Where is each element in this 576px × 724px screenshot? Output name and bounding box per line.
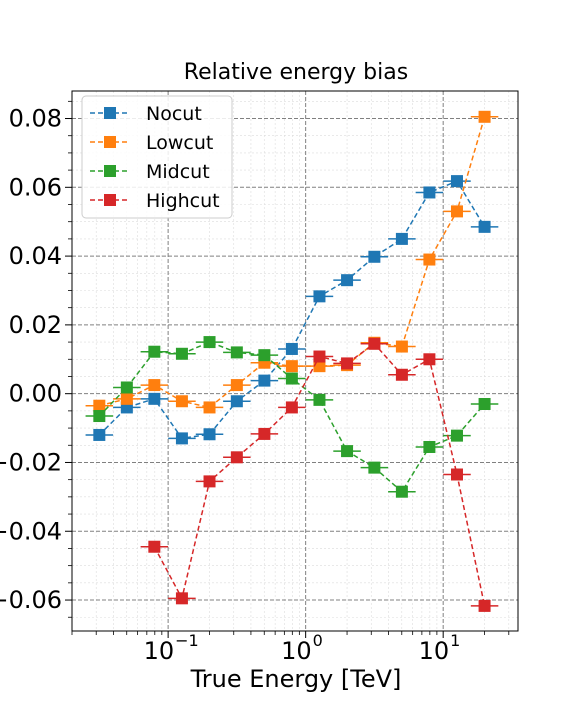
- data-point: [395, 485, 408, 498]
- data-point: [148, 540, 161, 553]
- series-highcut: [140, 337, 499, 612]
- x-axis-label: True Energy [TeV]: [190, 665, 402, 693]
- data-point: [478, 599, 491, 612]
- data-point: [423, 440, 436, 453]
- data-point: [203, 428, 216, 441]
- data-point: [175, 592, 188, 605]
- legend-box: [81, 95, 233, 219]
- data-point: [395, 232, 408, 245]
- data-point: [368, 337, 381, 350]
- plot-frame: [71, 90, 519, 632]
- data-point: [230, 379, 243, 392]
- data-point: [93, 399, 106, 412]
- series-midcut: [85, 336, 499, 498]
- data-point: [423, 253, 436, 266]
- data-point: [478, 397, 491, 410]
- data-point: [203, 336, 216, 349]
- data-point: [203, 401, 216, 414]
- x-tick-label-exponent: 1: [450, 631, 460, 650]
- data-point: [230, 395, 243, 408]
- data-point: [148, 345, 161, 358]
- data-point: [120, 392, 133, 405]
- data-point: [258, 349, 271, 362]
- data-point: [175, 395, 188, 408]
- data-point: [148, 379, 161, 392]
- data-point: [175, 432, 188, 445]
- y-tick-label: 0.06: [9, 173, 62, 201]
- legend-marker: [104, 107, 116, 119]
- series-line-nocut: [98, 180, 486, 440]
- x-tick-label-exponent: 0: [313, 631, 323, 650]
- data-point: [423, 353, 436, 366]
- data-point: [285, 360, 298, 373]
- legend-marker: [104, 165, 116, 177]
- data-point: [423, 186, 436, 199]
- data-point: [450, 468, 463, 481]
- data-point: [368, 461, 381, 474]
- y-tick-label: 0.00: [9, 380, 62, 408]
- legend: Nocut Lowcut Midcut Highcut: [81, 95, 233, 219]
- data-point: [120, 381, 133, 394]
- y-tick-label: −0.02: [0, 448, 62, 476]
- x-tick-label-base: 10: [144, 637, 175, 665]
- x-tick-label-base: 10: [419, 637, 450, 665]
- data-point: [313, 350, 326, 363]
- y-tick-label: −0.04: [0, 517, 62, 545]
- data-point: [285, 401, 298, 414]
- axes: 10−11001010.080.060.040.020.00−0.02−0.04…: [0, 90, 519, 665]
- data-point: [93, 428, 106, 441]
- data-point: [450, 205, 463, 218]
- data-point: [230, 346, 243, 359]
- chart-title: Relative energy bias: [184, 60, 408, 85]
- data-point: [175, 347, 188, 360]
- legend-marker: [104, 194, 116, 206]
- data-point: [450, 175, 463, 188]
- series-group: [85, 110, 499, 612]
- legend-marker: [104, 136, 116, 148]
- data-point: [478, 220, 491, 233]
- y-tick-label: 0.04: [9, 242, 62, 270]
- legend-label: Highcut: [146, 190, 220, 212]
- data-point: [285, 372, 298, 385]
- x-tick-label-base: 10: [281, 637, 312, 665]
- data-point: [395, 368, 408, 381]
- data-point: [341, 445, 354, 458]
- data-point: [313, 393, 326, 406]
- legend-label: Nocut: [146, 103, 202, 125]
- x-tick-label-exponent: −1: [175, 631, 199, 650]
- data-point: [341, 274, 354, 287]
- data-point: [368, 250, 381, 263]
- series-line-highcut: [153, 342, 486, 607]
- data-point: [450, 429, 463, 442]
- data-point: [258, 427, 271, 440]
- data-point: [313, 290, 326, 303]
- data-point: [93, 410, 106, 423]
- y-tick-label: −0.06: [0, 586, 62, 614]
- y-tick-label: 0.02: [9, 311, 62, 339]
- data-point: [395, 340, 408, 353]
- y-tick-label: 0.08: [9, 105, 62, 133]
- legend-label: Midcut: [146, 161, 210, 183]
- data-point: [230, 451, 243, 464]
- data-point: [478, 110, 491, 123]
- data-point: [258, 374, 271, 387]
- legend-label: Lowcut: [146, 132, 213, 154]
- series-nocut: [85, 175, 499, 445]
- data-point: [285, 342, 298, 355]
- data-point: [341, 357, 354, 370]
- data-point: [203, 475, 216, 488]
- data-point: [148, 392, 161, 405]
